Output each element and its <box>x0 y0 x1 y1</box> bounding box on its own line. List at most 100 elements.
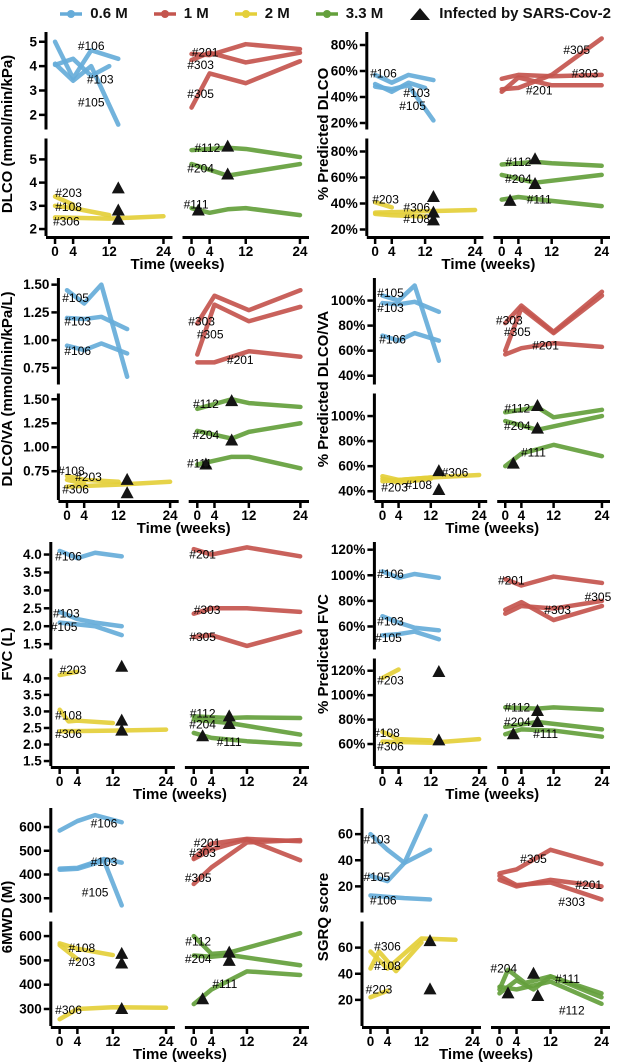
y-tick-label: 4 <box>29 175 37 190</box>
series-label-103: #103 <box>377 301 404 315</box>
series-label-108: #108 <box>374 959 401 973</box>
y-tick-label: 100% <box>331 688 366 703</box>
y-tick-label: 400 <box>19 977 42 992</box>
series-line-111 <box>189 205 303 218</box>
x-tick-label: 24 <box>594 1034 610 1049</box>
series-label-305: #305 <box>185 871 212 885</box>
infected-triangle <box>196 992 210 1005</box>
series-line-111 <box>191 969 303 1007</box>
series-label-103: #103 <box>53 607 80 621</box>
infected-triangle <box>426 190 440 202</box>
series-label-111: #111 <box>187 457 212 471</box>
y-tick-label: 100% <box>331 409 366 424</box>
y-tick-label: 1.25 <box>23 416 50 431</box>
series-label-108: #108 <box>55 709 82 723</box>
x-tick-label: 12 <box>239 1034 254 1049</box>
infected-triangle <box>221 139 235 152</box>
infected-triangle <box>432 482 446 495</box>
y-tick-label: 60% <box>338 737 365 752</box>
legend: 0.6 M 1 M 2 M 3.3 M Infected by SARS-Cov-2 <box>0 0 617 27</box>
series-swatch-icon <box>315 9 338 18</box>
series-swatch-icon <box>153 9 176 18</box>
series-label-108: #108 <box>403 212 430 226</box>
y-tick-label: 20 <box>338 992 353 1007</box>
y-axis-title: % Predicted FVC <box>315 594 332 714</box>
y-tick-label: 1.25 <box>23 305 50 320</box>
series-line-306 <box>368 936 458 971</box>
infected-triangle <box>115 713 129 726</box>
series-label-111: #111 <box>521 445 546 459</box>
y-tick-label: 3.5 <box>23 687 42 702</box>
infected-triangle <box>115 956 129 969</box>
x-tick-label: 24 <box>472 774 488 789</box>
y-tick-label: 1.00 <box>23 440 49 455</box>
series-label-106: #106 <box>55 549 82 563</box>
series-label-106: #106 <box>370 67 397 81</box>
y-tick-label: 60% <box>331 64 358 79</box>
x-tick-label: 12 <box>414 1034 429 1049</box>
series-line-112 <box>191 714 303 721</box>
x-tick-label: 0 <box>379 508 387 523</box>
x-axis-title: Time (weeks) <box>133 1046 227 1063</box>
y-tick-label: 600 <box>19 929 42 944</box>
y-tick-label: 100% <box>331 293 366 308</box>
x-tick-label: 4 <box>69 244 77 259</box>
series-line-105 <box>372 83 436 123</box>
legend-item-0.6-m: 0.6 M <box>58 5 128 22</box>
x-tick-label: 0 <box>188 244 196 259</box>
series-label-303: #303 <box>496 314 523 328</box>
x-tick-label: 4 <box>395 508 403 523</box>
series-label-305: #305 <box>197 328 224 342</box>
series-line-111 <box>499 194 604 209</box>
y-tick-label: 120% <box>331 663 366 678</box>
infected-triangle <box>115 659 129 672</box>
series-label-112: #112 <box>504 402 530 416</box>
infected-triangle <box>222 709 236 722</box>
x-tick-label: 4 <box>211 508 219 523</box>
series-label-203: #203 <box>68 955 95 969</box>
series-label-303: #303 <box>188 314 215 328</box>
y-axis-title: % Predicted DLCO/VA <box>315 311 332 468</box>
x-tick-label: 4 <box>515 244 523 259</box>
y-tick-label: 300 <box>19 891 42 906</box>
series-line-111 <box>497 974 604 996</box>
series-label-305: #305 <box>520 852 547 866</box>
series-label-306: #306 <box>62 482 89 496</box>
legend-label: 3.3 M <box>345 5 384 22</box>
legend-item-2-m: 2 M <box>233 5 290 22</box>
infected-triangle <box>528 152 542 165</box>
panel-6mwd: 300 400 500 600 #106 #103 #105 #201 #303 #305 300 4… <box>0 803 316 1063</box>
series-line-201 <box>503 340 605 357</box>
x-tick-label: 24 <box>159 774 175 789</box>
panel-pct-dlco: 20% 40% 60% 80% #106 #103 #105 #201 #303 #305 20% 4… <box>315 27 617 273</box>
series-line-106 <box>64 341 130 356</box>
y-tick-label: 40 <box>338 966 353 981</box>
infected-triangle <box>222 716 236 729</box>
x-tick-label: 0 <box>56 774 64 789</box>
x-tick-label: 12 <box>423 774 438 789</box>
y-tick-label: 2 <box>29 107 37 122</box>
series-label-204: #204 <box>490 962 517 976</box>
x-tick-label: 24 <box>594 774 610 789</box>
y-tick-label: 60% <box>338 459 365 474</box>
series-label-105: #105 <box>82 885 109 899</box>
series-label-204: #204 <box>504 419 531 433</box>
x-tick-label: 0 <box>501 508 509 523</box>
series-label-105: #105 <box>364 870 391 884</box>
y-tick-label: 80% <box>331 144 358 159</box>
series-label-201: #201 <box>498 573 525 587</box>
series-line-305 <box>191 837 303 887</box>
y-tick-label: 2.0 <box>23 737 42 752</box>
series-label-204: #204 <box>193 428 220 442</box>
series-label-306: #306 <box>403 200 430 214</box>
y-tick-label: 40% <box>338 368 365 383</box>
series-line-303 <box>195 287 303 326</box>
legend-label: 2 M <box>264 5 290 22</box>
infected-triangle <box>221 167 235 180</box>
series-line-103 <box>64 314 130 332</box>
infected-triangle <box>432 664 446 677</box>
x-tick-label: 12 <box>241 508 256 523</box>
infected-triangle <box>506 727 520 740</box>
y-tick-label: 0.75 <box>23 464 50 479</box>
series-label-103: #103 <box>87 73 114 87</box>
